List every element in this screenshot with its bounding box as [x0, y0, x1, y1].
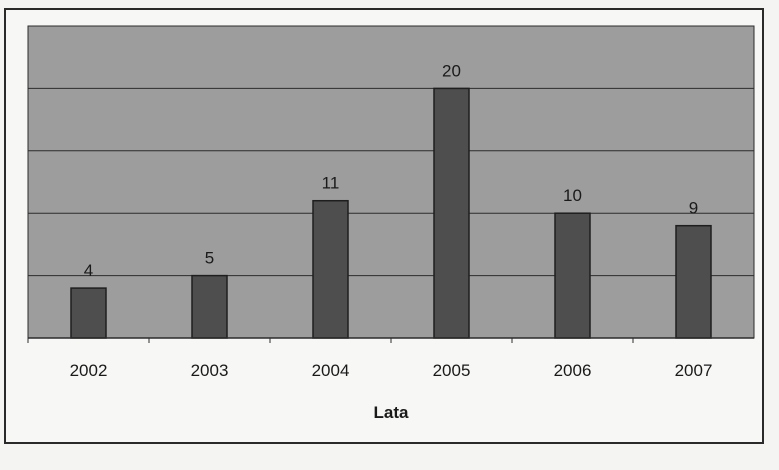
- data-label-2005: 20: [442, 61, 461, 80]
- x-tick-label: 2006: [554, 361, 592, 380]
- x-tick-label: 2005: [433, 361, 471, 380]
- bar-2003: [191, 274, 228, 339]
- bar-2006: [554, 212, 591, 339]
- data-label-2003: 5: [205, 249, 214, 268]
- bar-chart: 4 5 11 20 10 9 2002 2003 2004 2005 2006 2007 Lata: [27, 25, 755, 422]
- bar-2002: [70, 287, 107, 339]
- data-labels: 4 5 11 20 10 9: [84, 61, 698, 280]
- plot-area: [27, 25, 755, 339]
- x-tick-labels: 2002 2003 2004 2005 2006 2007: [27, 338, 713, 380]
- x-tick-label: 2004: [312, 361, 350, 380]
- data-label-2006: 10: [563, 186, 582, 205]
- chart-frame: 4 5 11 20 10 9 2002 2003 2004 2005 2006 2007 Lata: [4, 8, 764, 444]
- bar-2005: [433, 87, 470, 339]
- bar-2007: [675, 224, 712, 339]
- x-tick-label: 2002: [70, 361, 108, 380]
- data-label-2007: 9: [689, 199, 698, 218]
- bar-2004: [312, 199, 349, 339]
- data-label-2004: 11: [322, 174, 340, 193]
- gridlines: [28, 87, 754, 277]
- x-tick-label: 2003: [191, 361, 229, 380]
- data-label-2002: 4: [84, 261, 93, 280]
- x-axis-title: Lata: [374, 403, 410, 422]
- x-tick-label: 2007: [675, 361, 713, 380]
